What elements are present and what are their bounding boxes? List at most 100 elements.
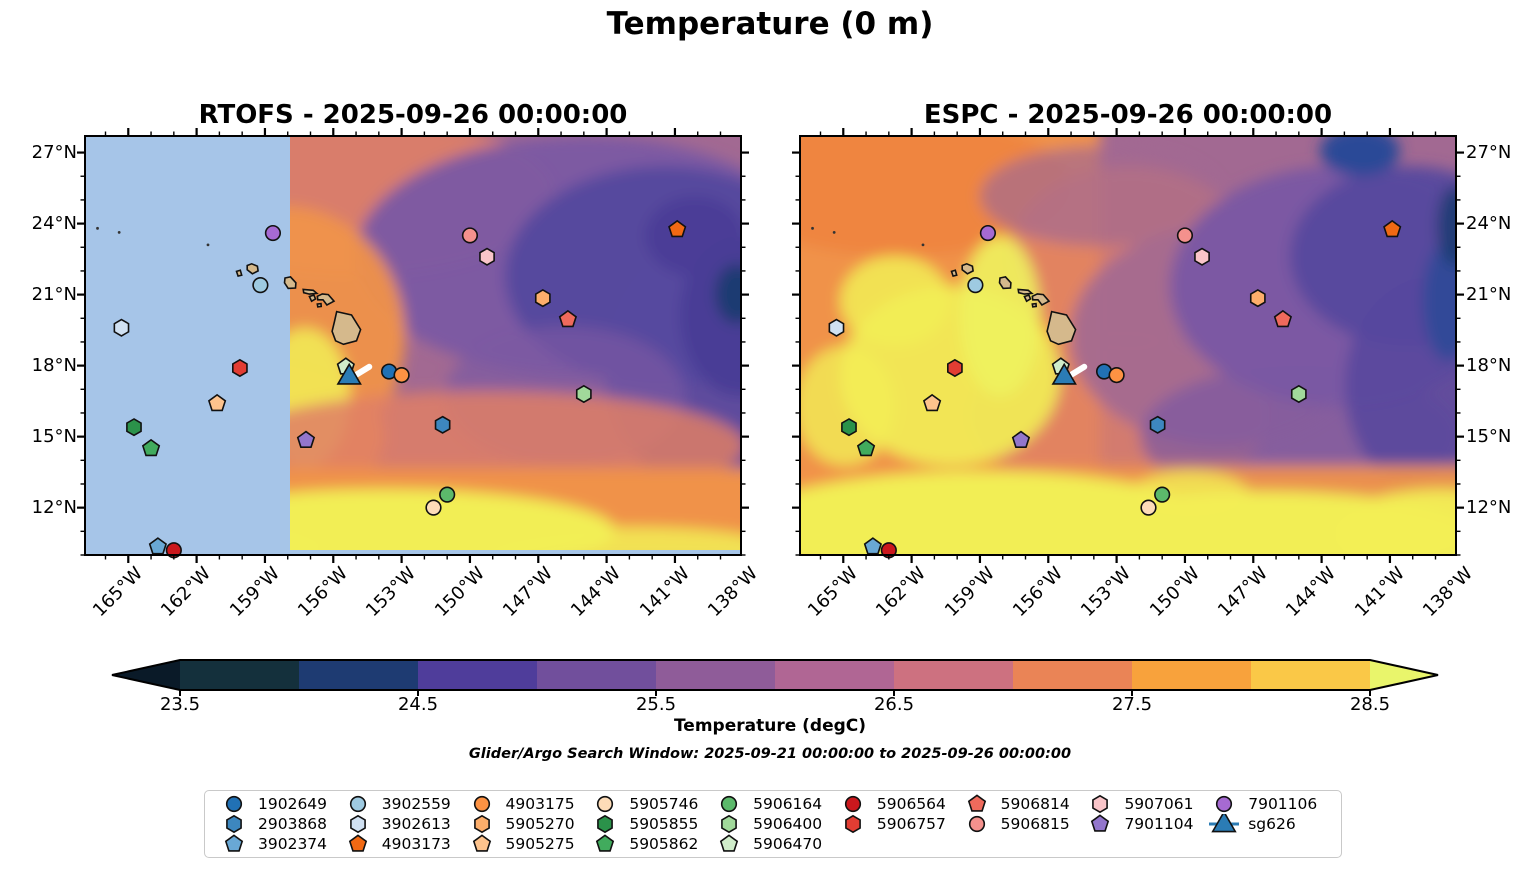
legend-entry-5905270: 5905270	[465, 814, 589, 834]
legend-entry-label: 5906470	[753, 835, 823, 853]
legend-entry-3902374: 3902374	[217, 834, 341, 854]
legend: 1902649 2903868 3902374 3902559 3902613 49031…	[204, 790, 1342, 858]
hexagon-marker-icon	[1092, 794, 1109, 814]
colorbar-segment	[418, 660, 538, 690]
float-marker-5905270	[1249, 289, 1266, 308]
legend-entry-3902613: 3902613	[341, 814, 465, 834]
legend-entry-5907061: 5907061	[1083, 794, 1207, 814]
panel-title-rtofs: RTOFS - 2025-09-26 00:00:00	[198, 100, 628, 130]
rtofs-no-data-region	[85, 136, 290, 555]
float-marker-5906400	[575, 384, 592, 404]
glider-track-sg626	[1066, 363, 1088, 379]
legend-entry-label: 5906164	[753, 795, 823, 813]
float-marker-4903173	[668, 219, 687, 238]
legend-column: 4903175 5905270 5905275	[465, 794, 589, 854]
float-marker-5905746	[1140, 499, 1157, 516]
pentagon-marker-icon	[719, 834, 739, 852]
y-tick-label-rtofs: 27°N	[31, 141, 77, 163]
island-molokai	[1017, 288, 1034, 295]
float-marker-5906815	[461, 227, 479, 244]
float-marker-7901106	[979, 224, 997, 242]
colorbar-segment	[1132, 660, 1252, 690]
y-tick-label-espc: 21°N	[1466, 283, 1512, 305]
island-maui	[1031, 293, 1051, 307]
legend-entry-label: 5905862	[629, 835, 699, 853]
legend-entry-5905855: 5905855	[588, 814, 712, 834]
legend-entry-3902559: 3902559	[341, 794, 465, 814]
float-marker-5907061	[479, 247, 495, 266]
colorbar-tick-label: 25.5	[635, 694, 677, 715]
legend-entry-5906470: 5906470	[712, 834, 836, 854]
legend-entry-7901106: 7901106	[1207, 794, 1331, 814]
legend-entry-label: 5906814	[1000, 795, 1070, 813]
map-espc	[792, 128, 1464, 563]
colorbar-segment	[180, 660, 300, 690]
axis-ticks	[77, 128, 749, 563]
x-tick-label-rtofs: 147°W	[499, 563, 558, 622]
islet-dot	[921, 243, 925, 247]
sst-field-rtofs	[85, 136, 741, 555]
y-tick-label-espc: 18°N	[1466, 354, 1512, 376]
legend-entry-label: 1902649	[258, 795, 328, 813]
x-tick-label-espc: 156°W	[1009, 563, 1068, 622]
legend-entry-label: 5906400	[753, 815, 823, 833]
x-tick-label-rtofs: 159°W	[225, 563, 284, 622]
island-niihau	[235, 269, 243, 278]
search-window-subtitle: Glider/Argo Search Window: 2025-09-21 00…	[468, 746, 1072, 762]
x-tick-label-espc: 150°W	[1145, 563, 1204, 622]
legend-column: 5906814 5906815	[960, 794, 1084, 854]
float-marker-5907061	[1194, 247, 1210, 266]
legend-entry-5905746: 5905746	[588, 794, 712, 814]
island-molokai	[302, 288, 319, 295]
float-marker-5906815	[1176, 227, 1194, 244]
sst-field-espc	[800, 136, 1456, 555]
float-marker-5906164	[439, 486, 456, 503]
legend-entry-5906400: 5906400	[712, 814, 836, 834]
float-marker-3902559	[967, 277, 984, 294]
figure-title: Temperature (0 m)	[606, 6, 934, 42]
island-kahoolawe	[1031, 302, 1038, 308]
circle-marker-icon	[597, 795, 614, 813]
hexagon-marker-icon	[844, 814, 861, 834]
float-marker-4903173	[1383, 219, 1402, 238]
colorbar-segment	[656, 660, 776, 690]
float-marker-4903175	[1108, 366, 1125, 384]
legend-entry-7901104: 7901104	[1083, 814, 1207, 834]
float-markers	[113, 219, 687, 559]
colorbar-segment	[775, 660, 895, 690]
float-marker-5905746	[425, 499, 442, 516]
legend-entry-label: 4903175	[505, 795, 575, 813]
legend-entry-label: 3902613	[381, 815, 451, 833]
colorbar-label: Temperature (degC)	[673, 716, 867, 736]
island-maui	[316, 293, 336, 307]
float-marker-4903175	[393, 366, 410, 384]
legend-entry-label: 5906757	[876, 815, 946, 833]
circle-marker-icon	[968, 815, 985, 833]
pentagon-marker-icon	[967, 794, 986, 812]
x-tick-label-espc: 165°W	[804, 563, 863, 622]
hexagon-marker-icon	[226, 814, 242, 834]
panel-title-espc: ESPC - 2025-09-26 00:00:00	[923, 100, 1333, 130]
colorbar-extend-high	[1370, 660, 1438, 690]
float-marker-5906757	[947, 358, 963, 378]
legend-entry-label: 4903173	[381, 835, 451, 853]
float-marker-5906400	[1290, 384, 1307, 404]
float-marker-5905275	[207, 393, 227, 412]
legend-column: 7901106 sg626	[1207, 794, 1331, 854]
x-tick-label-espc: 159°W	[940, 563, 999, 622]
float-marker-5906164	[1154, 486, 1171, 503]
legend-entry-label: 3902559	[381, 795, 451, 813]
pentagon-marker-icon	[472, 834, 491, 852]
hexagon-marker-icon	[721, 814, 737, 834]
x-tick-label-rtofs: 141°W	[635, 563, 694, 622]
pentagon-marker-icon	[1091, 814, 1110, 832]
legend-entry-label: sg626	[1248, 815, 1296, 833]
colorbar-tick-label: 23.5	[159, 694, 201, 715]
float-marker-2903868	[1149, 415, 1166, 434]
legend-entry-1902649: 1902649	[217, 794, 341, 814]
axes-border	[799, 135, 1457, 556]
x-tick-label-espc: 153°W	[1077, 563, 1136, 622]
hexagon-marker-icon	[473, 814, 490, 834]
float-marker-5906814	[1273, 309, 1293, 328]
